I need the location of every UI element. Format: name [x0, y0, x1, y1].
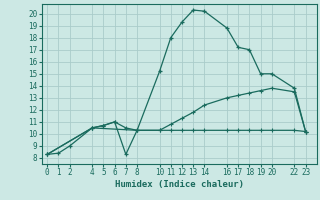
X-axis label: Humidex (Indice chaleur): Humidex (Indice chaleur): [115, 180, 244, 189]
